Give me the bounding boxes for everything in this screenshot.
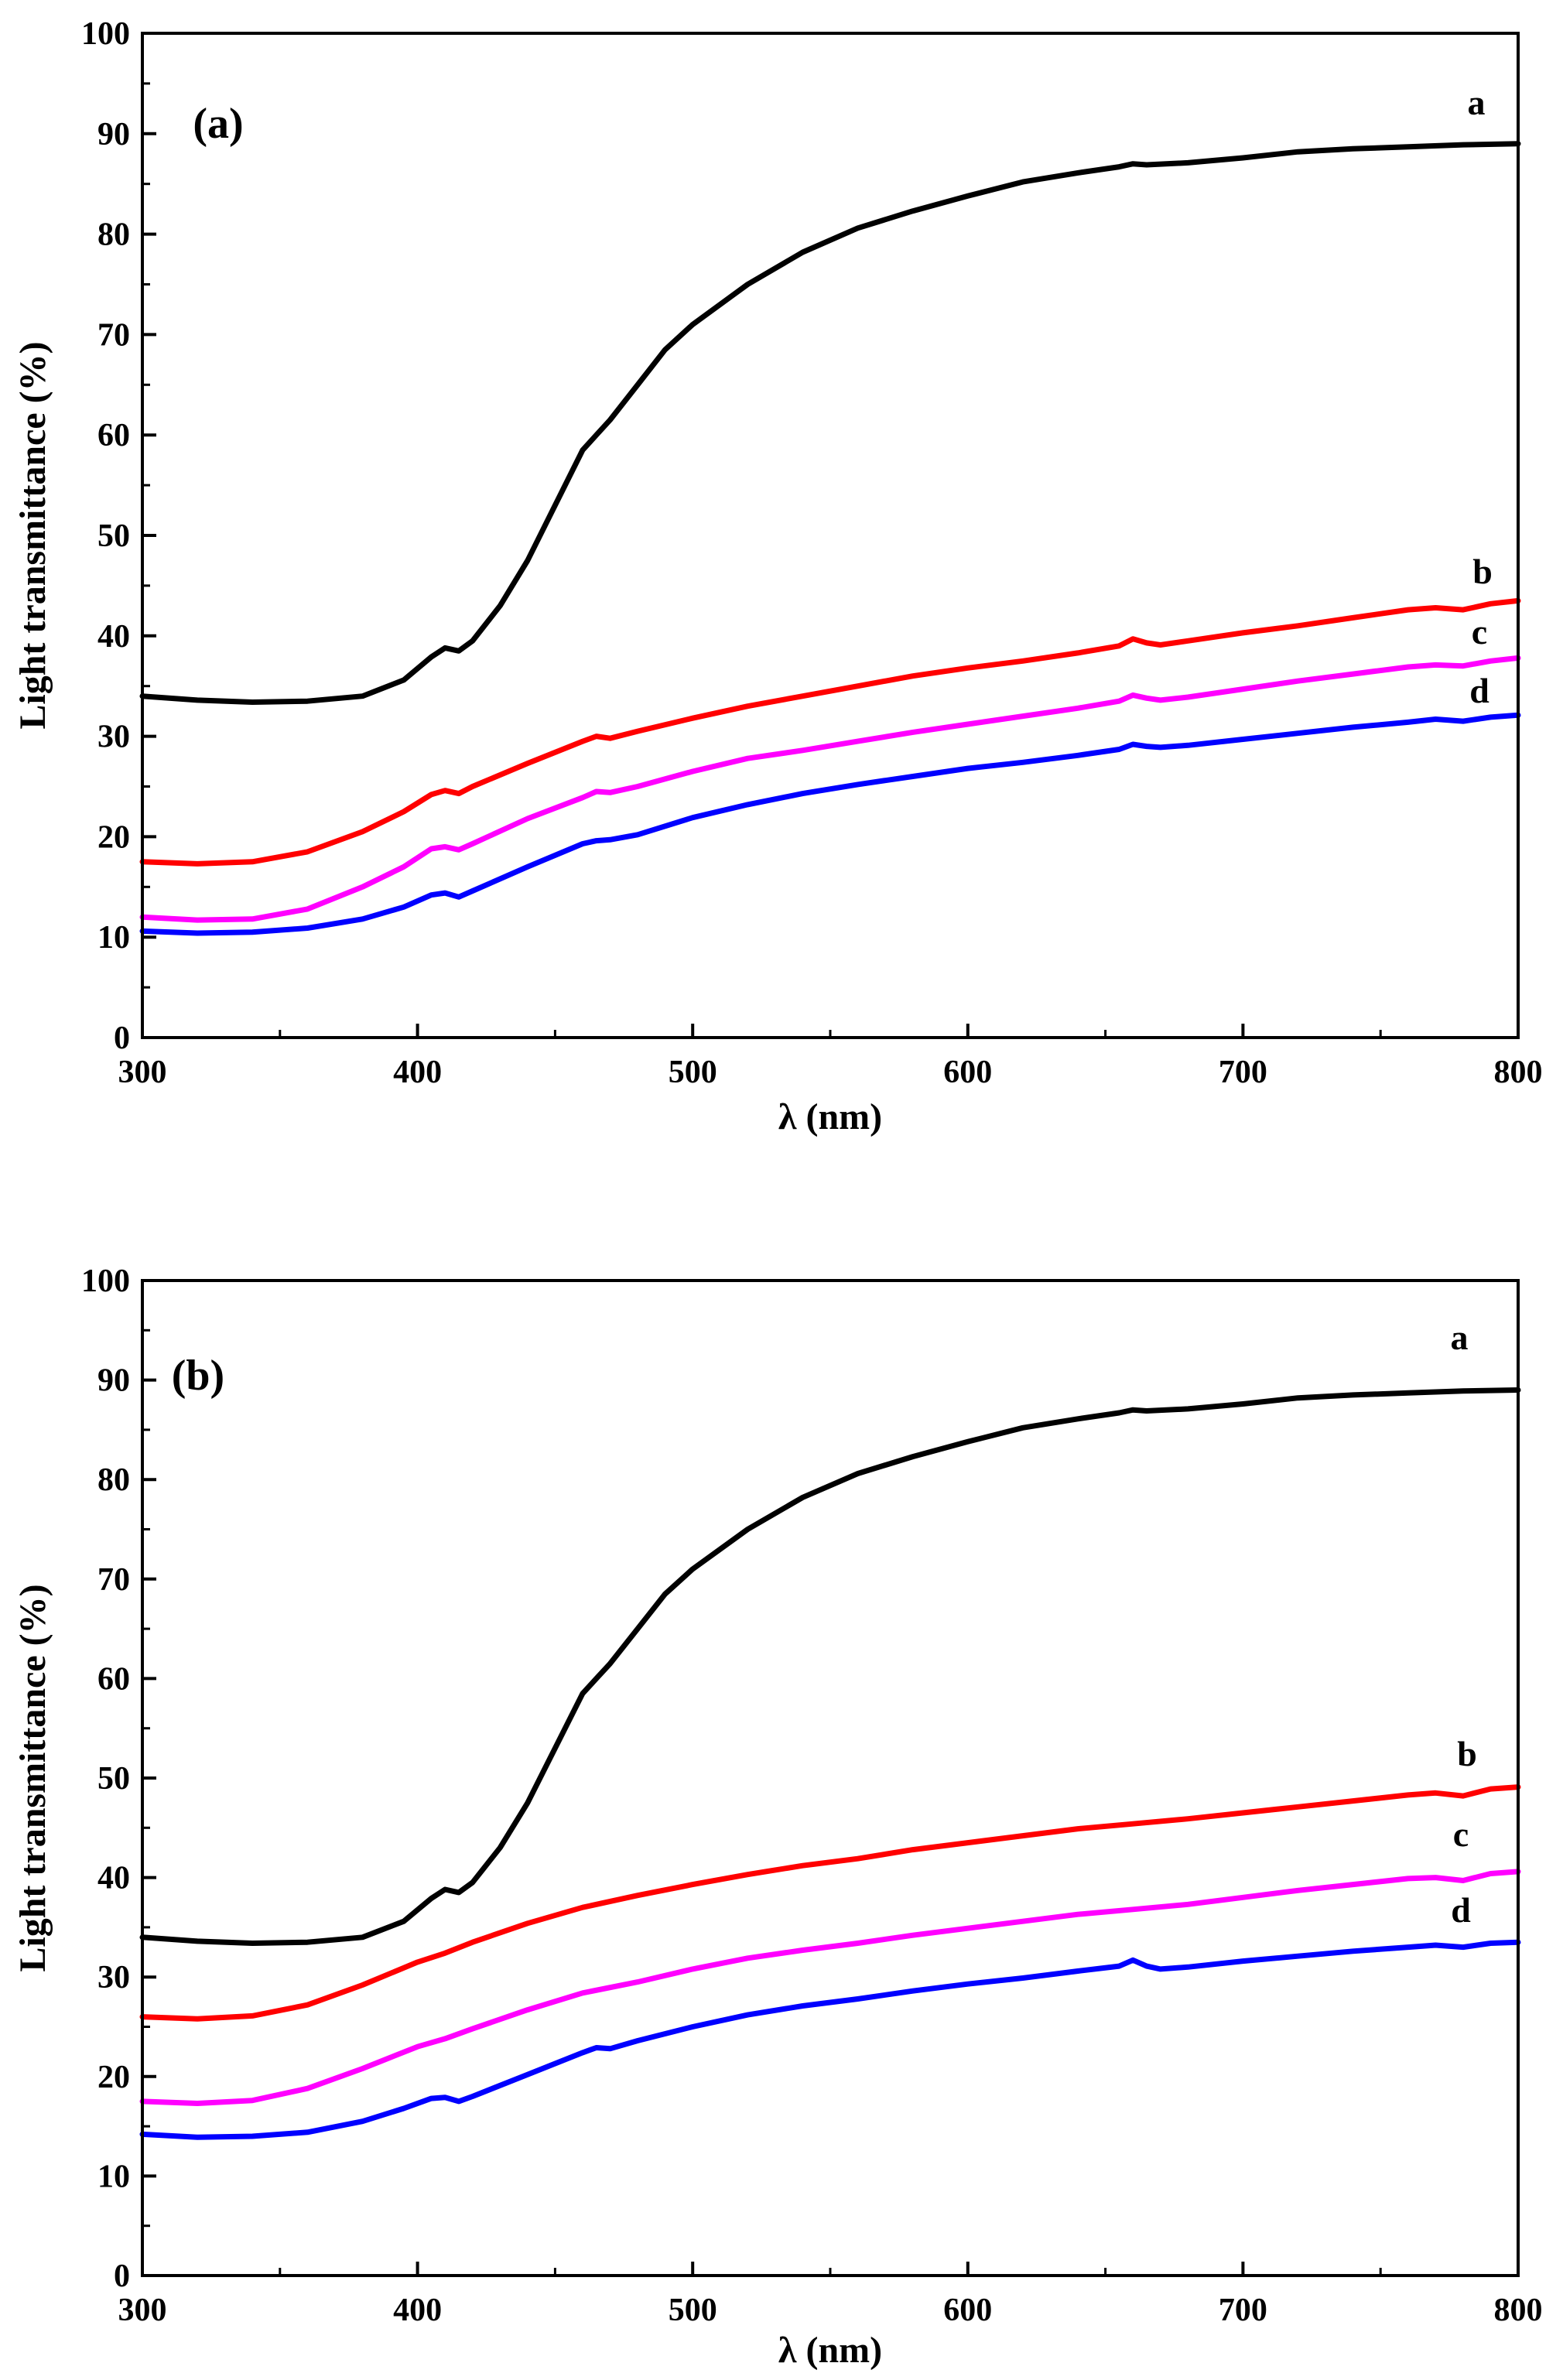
y-tick-label: 70	[97, 317, 130, 353]
y-tick-label: 0	[114, 2259, 130, 2294]
y-tick-label: 70	[97, 1562, 130, 1598]
curve-label-d: d	[1469, 671, 1489, 710]
series-line-b	[139, 597, 1521, 867]
x-tick-label: 400	[393, 2293, 442, 2328]
x-tick-label: 600	[943, 1055, 992, 1090]
y-tick-label: 90	[97, 1363, 130, 1399]
y-tick-label: 30	[97, 720, 130, 755]
y-tick-label: 0	[114, 1021, 130, 1056]
y-tick-label: 90	[97, 117, 130, 152]
y-tick-label: 50	[97, 1761, 130, 1797]
panel-label: (b)	[172, 1352, 224, 1400]
y-tick-label: 20	[97, 2060, 130, 2095]
curve-label-b: b	[1457, 1734, 1477, 1773]
curve-label-c: c	[1472, 612, 1487, 651]
series-line-c	[139, 655, 1521, 923]
y-tick-label: 60	[97, 418, 130, 453]
y-tick-label: 10	[97, 920, 130, 956]
x-tick-label: 800	[1494, 1055, 1543, 1090]
y-tick-label: 80	[97, 217, 130, 253]
y-tick-label: 20	[97, 819, 130, 855]
y-tick-label: 10	[97, 2159, 130, 2194]
series-line-b	[139, 1784, 1521, 2022]
curve-label-a: a	[1451, 1318, 1469, 1357]
panel-b: a b cd 300 400 500 600 700 800 0 10 20 30 40 50 60 70 80 9…	[12, 1264, 1543, 2371]
curve-label-b: b	[1472, 552, 1493, 591]
x-tick-label: 700	[1219, 1055, 1267, 1090]
x-tick-label: 300	[118, 2293, 167, 2328]
x-tick-label: 500	[669, 1055, 717, 1090]
x-tick-label: 600	[943, 2293, 992, 2328]
panel-label: (a)	[193, 100, 243, 148]
y-tick-label: 40	[97, 1861, 130, 1896]
y-tick-label: 100	[81, 16, 130, 52]
y-axis-title: Light transmittance (%)	[12, 1584, 53, 1971]
series-line-d	[139, 1939, 1521, 2140]
series-line-a	[139, 141, 1521, 705]
curve-label-c: c	[1453, 1814, 1469, 1854]
x-axis-title: λ (nm)	[778, 1096, 882, 1137]
y-axis-title: Light transmittance (%)	[12, 341, 53, 729]
series-line-c	[139, 1869, 1521, 2106]
series-line-a	[139, 1387, 1521, 1946]
y-tick-label: 100	[81, 1264, 130, 1299]
x-axis-title: λ (nm)	[778, 2330, 882, 2371]
series-line-d	[139, 712, 1521, 936]
plot-frame	[141, 32, 1520, 1039]
curve-label-a: a	[1468, 83, 1486, 122]
y-tick-label: 80	[97, 1462, 130, 1498]
panel-a: a bcd 300 400 500 600 700 800 0 10 20 30 40 50 60 70 80 9…	[12, 16, 1543, 1137]
y-tick-label: 40	[97, 619, 130, 655]
curve-label-d: d	[1451, 1890, 1471, 1930]
y-tick-label: 50	[97, 518, 130, 554]
y-tick-label: 30	[97, 1960, 130, 1995]
x-tick-label: 400	[393, 1055, 442, 1090]
x-tick-label: 500	[669, 2293, 717, 2328]
y-tick-label: 60	[97, 1661, 130, 1697]
x-tick-label: 800	[1494, 2293, 1543, 2328]
x-tick-label: 700	[1219, 2293, 1267, 2328]
x-tick-label: 300	[118, 1055, 167, 1090]
